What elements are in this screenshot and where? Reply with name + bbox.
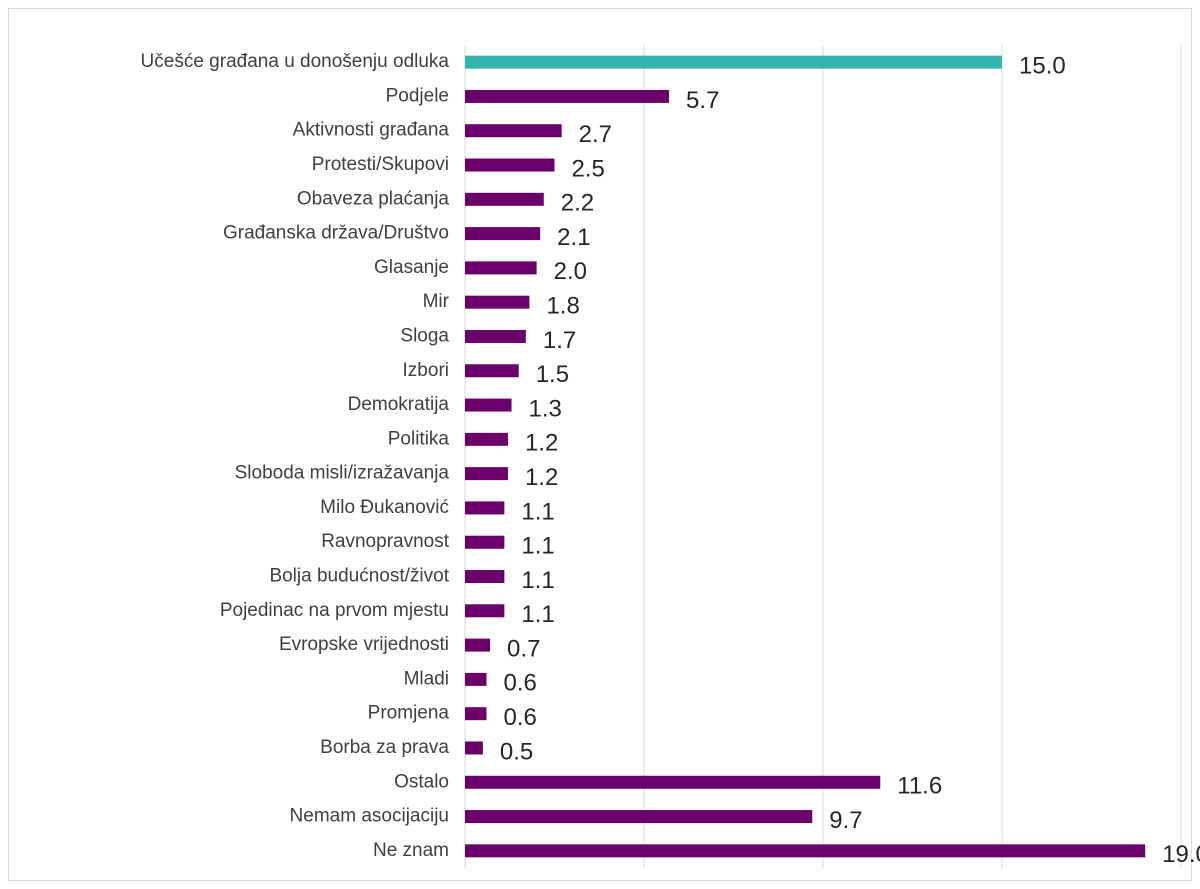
value-label: 5.7 (686, 87, 719, 114)
bar (465, 741, 483, 755)
y-tick-label: Ravnopravnost (321, 531, 450, 552)
bar (465, 364, 519, 378)
value-label: 2.2 (561, 190, 594, 217)
y-tick-label: Evropske vrijednosti (279, 634, 449, 655)
bar (465, 535, 505, 549)
bar (465, 707, 487, 721)
y-tick-label: Milo Đukanović (320, 497, 449, 518)
value-label: 11.6 (897, 773, 942, 800)
bar (465, 329, 526, 343)
y-tick-label: Ostalo (394, 771, 449, 792)
y-tick-label: Nemam asocijaciju (290, 806, 449, 827)
bar (465, 89, 670, 103)
value-label: 1.1 (521, 601, 554, 628)
y-tick-label: Borba za prava (320, 737, 449, 758)
y-tick-label: Politika (388, 428, 450, 449)
value-label: 0.6 (503, 670, 536, 697)
y-tick-label: Aktivnosti građana (293, 120, 450, 141)
y-tick-label: Ne znam (373, 840, 449, 861)
bar (465, 227, 541, 241)
y-tick-label: Glasanje (374, 257, 449, 278)
y-tick-label: Obaveza plaćanja (297, 188, 450, 209)
value-label: 1.3 (529, 395, 562, 422)
chart-frame (8, 8, 1192, 881)
y-tick-label: Mir (423, 291, 450, 312)
value-label: 0.7 (507, 635, 540, 662)
y-tick-label: Protesti/Skupovi (312, 154, 449, 175)
bar (465, 638, 491, 652)
bar (465, 775, 881, 789)
y-tick-label: Demokratija (348, 394, 450, 415)
y-tick-label: Izbori (403, 360, 449, 381)
bar (465, 55, 1002, 69)
bar (465, 467, 508, 481)
value-label: 1.2 (525, 430, 558, 457)
value-label: 2.7 (579, 121, 612, 148)
value-label: 2.1 (557, 224, 590, 251)
value-label: 1.2 (525, 464, 558, 491)
value-label: 15.0 (1019, 52, 1066, 79)
y-tick-label: Mladi (404, 668, 449, 689)
y-tick-label: Pojedinac na prvom mjestu (220, 600, 449, 621)
y-tick-label: Bolja budućnost/život (269, 566, 449, 587)
bar (465, 261, 537, 275)
bar (465, 570, 505, 584)
value-label: 0.6 (503, 704, 536, 731)
bar (465, 432, 508, 446)
value-label: 9.7 (829, 807, 862, 834)
value-label: 1.5 (536, 361, 569, 388)
value-label: 1.8 (546, 293, 579, 320)
y-tick-label: Učešće građana u donošenju odluka (141, 51, 450, 72)
bar (465, 398, 512, 412)
y-tick-label: Sloga (400, 325, 449, 346)
value-label: 1.7 (543, 327, 576, 354)
bar (465, 810, 813, 824)
value-label: 19.0 (1162, 841, 1200, 868)
bar (465, 844, 1146, 858)
bar (465, 501, 505, 515)
y-tick-label: Promjena (368, 703, 450, 724)
bar (465, 192, 544, 206)
value-label: 0.5 (500, 738, 533, 765)
value-label: 1.1 (521, 533, 554, 560)
bar (465, 158, 555, 172)
value-label: 2.0 (554, 258, 587, 285)
value-label: 1.1 (521, 498, 554, 525)
y-tick-label: Podjele (386, 85, 449, 106)
y-tick-label: Građanska država/Društvo (223, 223, 449, 244)
value-label: 1.1 (521, 567, 554, 594)
bar (465, 295, 530, 309)
y-tick-label: Sloboda misli/izražavanja (235, 463, 450, 484)
bar (465, 604, 505, 618)
bar (465, 672, 487, 686)
value-label: 2.5 (572, 155, 605, 182)
bar (465, 124, 562, 138)
